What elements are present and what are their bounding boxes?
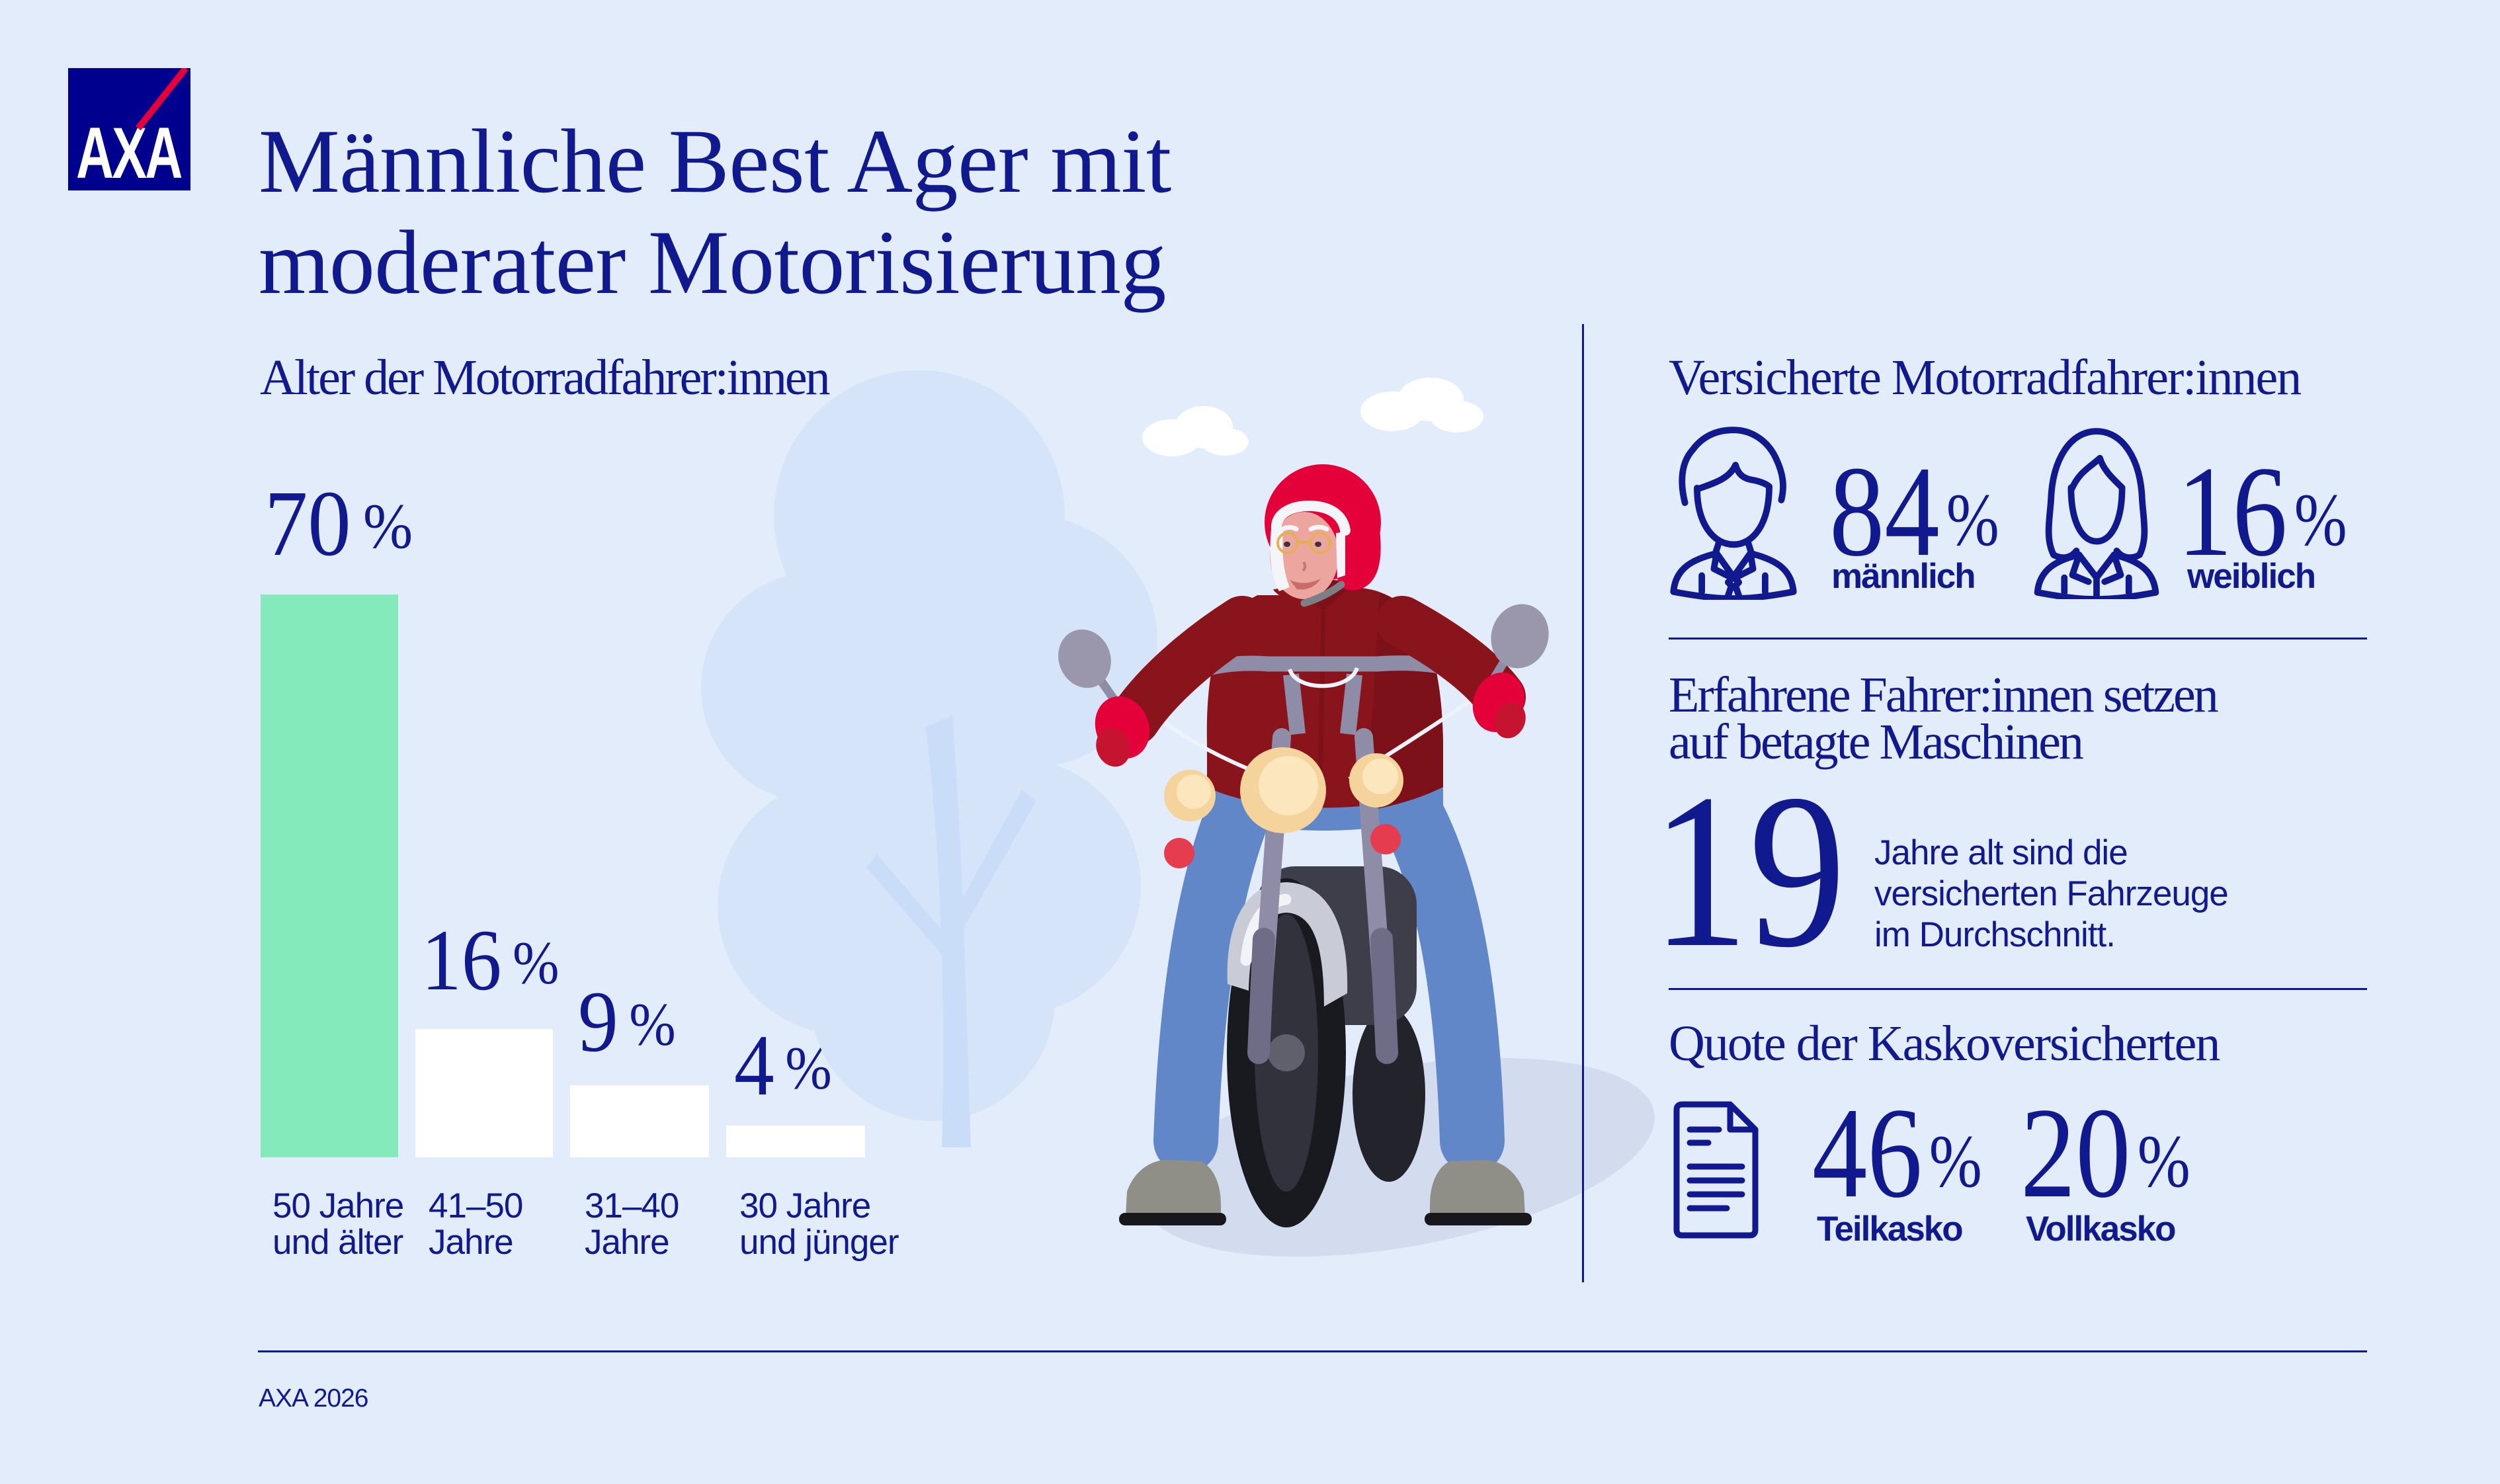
svg-text:AXA: AXA xyxy=(76,112,182,190)
